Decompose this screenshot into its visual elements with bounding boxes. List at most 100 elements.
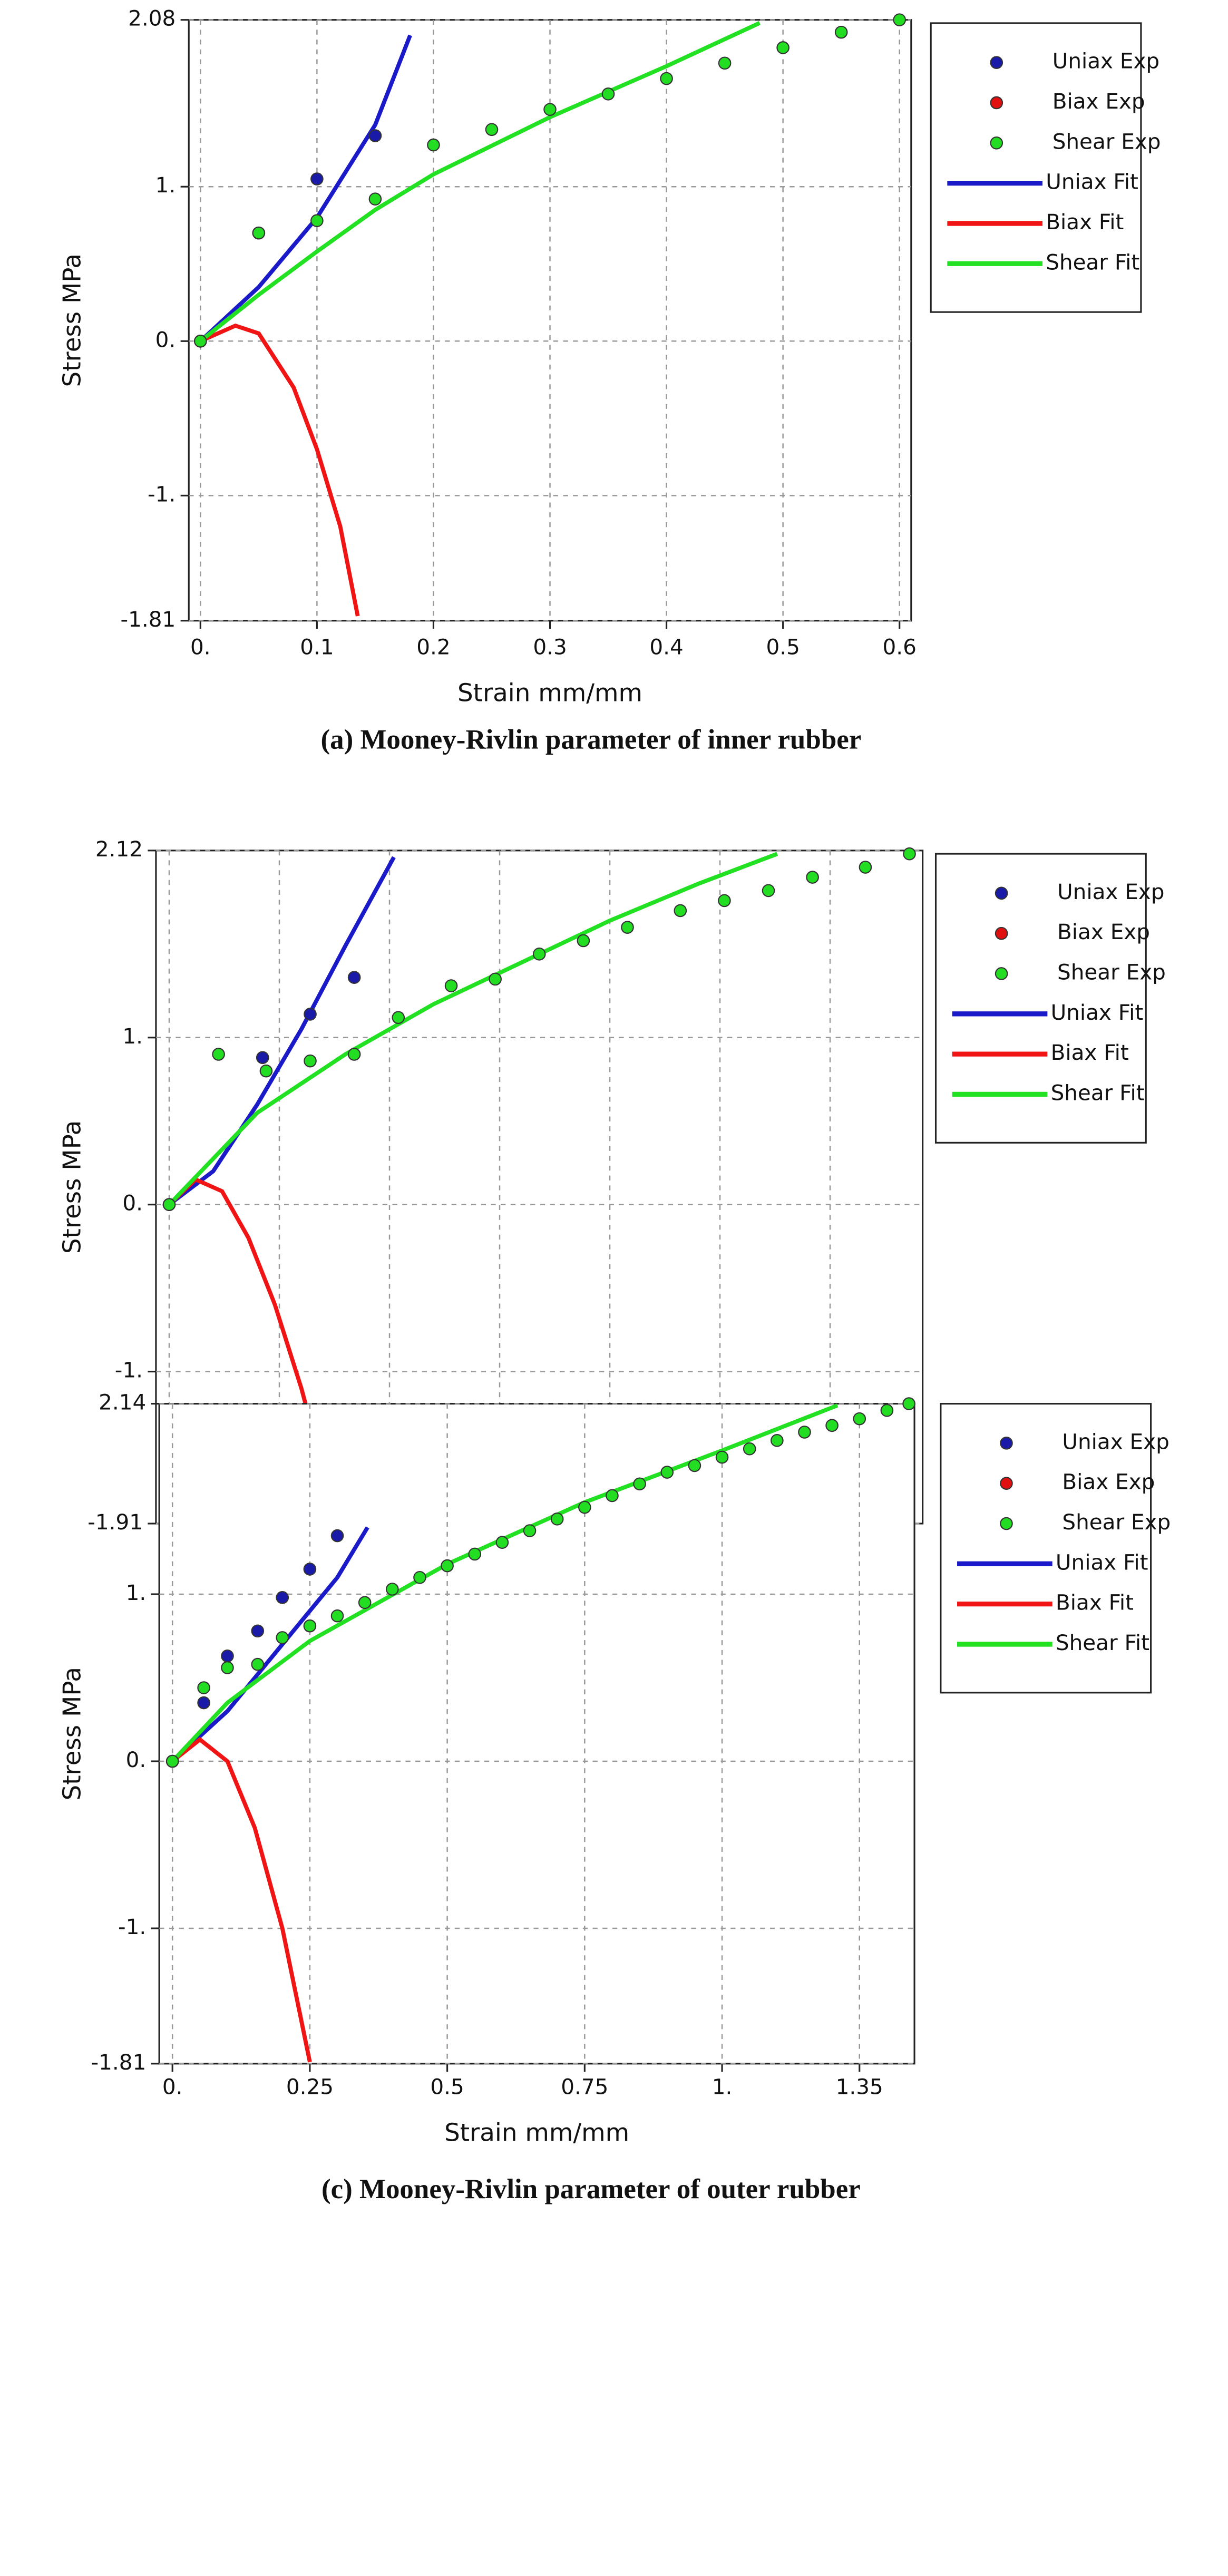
data-point [330, 1529, 344, 1543]
data-point [806, 871, 819, 884]
data-point [532, 948, 546, 961]
data-point [688, 1459, 701, 1472]
legend-label: Shear Fit [1046, 249, 1139, 275]
data-point [259, 1064, 273, 1078]
data-point [427, 138, 440, 152]
data-point [674, 904, 687, 918]
data-point [276, 1591, 289, 1604]
data-point [577, 934, 590, 948]
x-tick-label: 0. [190, 635, 211, 660]
data-point [330, 1609, 344, 1623]
legend-swatch [1000, 1437, 1013, 1450]
data-point [276, 1631, 289, 1644]
y-axis-label: Stress MPa [59, 253, 87, 387]
x-tick-label: 1.35 [836, 2074, 883, 2100]
legend-swatch [990, 136, 1003, 150]
fit-line [171, 1736, 312, 2063]
data-point [523, 1524, 537, 1537]
data-point [165, 1754, 179, 1768]
data-point [358, 1596, 372, 1609]
legend-swatch [990, 96, 1003, 110]
y-tick-label: -1.81 [91, 2050, 146, 2075]
data-point [660, 1466, 674, 1479]
data-point [162, 1198, 176, 1212]
y-tick-label: -1. [118, 1914, 146, 1939]
x-tick-label: 0.1 [300, 635, 334, 660]
x-tick-label: 0.4 [649, 635, 683, 660]
y-tick-label: -1. [148, 481, 176, 506]
data-point [633, 1477, 646, 1491]
data-point [902, 1397, 915, 1410]
y-tick-label: 2.08 [128, 6, 176, 31]
data-point [413, 1570, 426, 1584]
data-point [771, 1434, 784, 1447]
data-point [715, 1450, 729, 1464]
fit-line [168, 856, 396, 1206]
legend-label: Biax Exp [1062, 1469, 1155, 1495]
data-point [212, 1048, 225, 1061]
legend-label: Uniax Fit [1056, 1549, 1148, 1575]
legend-swatch [995, 967, 1008, 980]
y-tick-label: 2.12 [95, 836, 143, 862]
data-point [468, 1547, 482, 1561]
y-tick-label: 1. [122, 1023, 143, 1049]
legend: Uniax Exp Biax Exp Shear Exp Uniax Fit Biax … [940, 1403, 1171, 1694]
y-tick-label: 0. [122, 1191, 143, 1216]
x-tick-label: 0.5 [430, 2074, 464, 2100]
legend-swatch [990, 56, 1003, 69]
y-axis-label: Stress MPa [59, 1120, 87, 1254]
chart-title: (a) Mooney-Rivlin parameter of inner rub… [320, 724, 861, 755]
plot-area [158, 1403, 915, 2065]
data-point [743, 1442, 756, 1456]
data-point [606, 1489, 619, 1502]
data-point [485, 123, 499, 136]
x-tick-label: 0.2 [416, 635, 450, 660]
data-point [834, 25, 848, 39]
data-point [762, 884, 775, 897]
data-point [893, 13, 907, 26]
data-point [303, 1563, 317, 1576]
data-point [444, 979, 458, 992]
y-tick-label: -1. [115, 1358, 143, 1383]
data-point [310, 214, 324, 227]
chart-title: (c) Mooney-Rivlin parameter of outer rub… [321, 2174, 861, 2204]
x-tick-label: 0.3 [533, 635, 567, 660]
legend-label: Uniax Exp [1062, 1429, 1169, 1454]
legend: Uniax Exp Biax Exp Shear Exp Uniax Fit Biax … [934, 853, 1166, 1144]
data-point [197, 1696, 210, 1710]
legend-swatch [1000, 1517, 1013, 1530]
y-tick-label: 0. [155, 327, 176, 352]
data-point [776, 41, 790, 54]
data-point [718, 894, 731, 908]
data-point [880, 1403, 894, 1417]
y-axis-label: Stress MPa [59, 1667, 87, 1800]
data-point [392, 1011, 405, 1024]
y-tick-label: 2.14 [99, 1390, 146, 1415]
legend-label: Shear Exp [1062, 1509, 1171, 1535]
legend-label: Biax Fit [1056, 1590, 1134, 1615]
legend: Uniax Exp Biax Exp Shear Exp Uniax Fit Biax … [930, 22, 1161, 313]
data-point [252, 226, 266, 240]
legend-label: Biax Exp [1057, 919, 1150, 944]
fit-line [199, 21, 761, 343]
legend-label: Uniax Exp [1057, 879, 1164, 904]
data-point [660, 72, 673, 85]
y-tick-label: 1. [155, 172, 176, 198]
legend-label: Shear Fit [1056, 1630, 1149, 1655]
data-point [347, 1048, 361, 1061]
data-point [368, 192, 382, 206]
data-point [347, 971, 361, 984]
x-tick-label: 0.75 [561, 2074, 608, 2100]
x-tick-label: 0.6 [883, 635, 917, 660]
data-point [853, 1412, 866, 1426]
data-point [495, 1536, 509, 1549]
data-point [550, 1513, 564, 1526]
legend-label: Uniax Fit [1046, 169, 1138, 194]
data-point [304, 1008, 317, 1021]
x-axis-label: Strain mm/mm [444, 2119, 629, 2147]
data-point [825, 1419, 839, 1432]
x-tick-label: 0.25 [286, 2074, 334, 2100]
data-point [859, 861, 872, 874]
legend-label: Shear Exp [1057, 959, 1166, 984]
x-axis-label: Strain mm/mm [457, 679, 642, 707]
